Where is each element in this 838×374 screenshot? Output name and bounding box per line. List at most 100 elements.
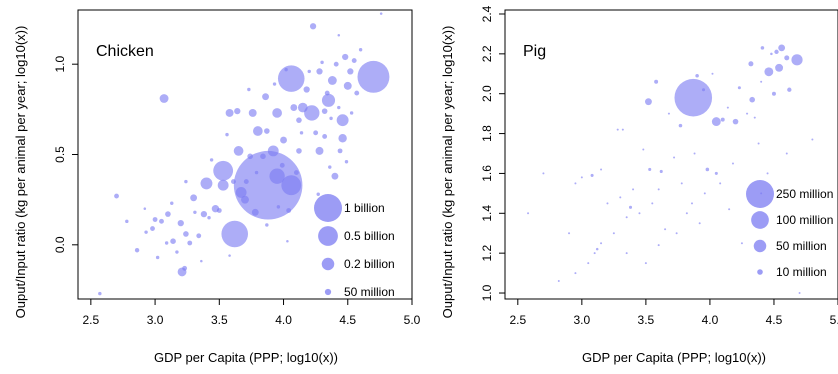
data-bubble bbox=[327, 76, 337, 85]
data-bubble bbox=[680, 182, 683, 185]
data-bubble bbox=[200, 259, 203, 263]
data-bubble bbox=[297, 102, 308, 113]
data-bubble bbox=[293, 170, 299, 175]
data-bubble bbox=[705, 167, 710, 172]
data-bubble bbox=[778, 44, 786, 52]
x-tick-label: 3.0 bbox=[574, 313, 591, 327]
data-bubble bbox=[357, 60, 390, 93]
data-bubble bbox=[200, 210, 208, 218]
x-tick-label: 4.0 bbox=[702, 313, 719, 327]
data-bubble bbox=[606, 202, 609, 205]
data-bubble bbox=[703, 192, 706, 195]
data-bubble bbox=[714, 171, 718, 175]
data-bubble bbox=[664, 228, 667, 231]
data-bubble bbox=[262, 93, 269, 101]
data-bubble bbox=[595, 247, 599, 251]
data-bubble bbox=[272, 108, 282, 118]
data-bubble bbox=[114, 193, 119, 199]
data-bubble bbox=[695, 74, 699, 78]
legend-bubble bbox=[324, 288, 332, 296]
data-bubble bbox=[284, 67, 288, 72]
y-tick-label: 1.4 bbox=[480, 205, 494, 222]
data-bubble bbox=[760, 80, 763, 83]
data-bubble bbox=[771, 91, 776, 96]
legend-bubble bbox=[314, 194, 342, 222]
data-bubble bbox=[175, 250, 179, 254]
data-bubble bbox=[309, 23, 317, 30]
legend-label: 1 billion bbox=[344, 201, 385, 215]
data-bubble bbox=[159, 94, 169, 103]
x-tick-label: 3.5 bbox=[638, 313, 655, 327]
data-bubble bbox=[303, 86, 310, 93]
data-bubble bbox=[134, 248, 140, 253]
pig-panel: 2.5 3.0 3.5 4.0 4.5 5.0 1.0 1.2 1.4 1.6 1.8 2.0 2.2 2… bbox=[480, 5, 838, 327]
data-bubble bbox=[354, 90, 360, 96]
data-bubble bbox=[251, 208, 259, 216]
data-bubble bbox=[358, 48, 363, 52]
data-bubble bbox=[286, 239, 289, 243]
data-bubble bbox=[159, 218, 164, 224]
data-bubble bbox=[190, 194, 198, 202]
legend-label: 100 million bbox=[776, 213, 833, 227]
legend-label: 250 million bbox=[776, 187, 833, 201]
data-bubble bbox=[276, 205, 281, 209]
data-bubble bbox=[659, 169, 663, 173]
data-bubble bbox=[337, 148, 343, 154]
legend-bubble bbox=[753, 239, 767, 253]
chicken-panel: 2.5 3.0 3.5 4.0 4.5 5.0 0.0 0.5 1.0 Chicken 1 bill… bbox=[53, 9, 421, 327]
data-bubble bbox=[351, 58, 357, 63]
data-bubble bbox=[675, 232, 678, 235]
data-bubble bbox=[321, 108, 328, 114]
y-tick-label: 2.0 bbox=[480, 85, 494, 102]
data-bubble bbox=[711, 72, 714, 75]
legend-bubble bbox=[321, 257, 335, 271]
data-bubble bbox=[225, 132, 229, 137]
data-bubble bbox=[621, 128, 624, 131]
data-bubble bbox=[170, 201, 174, 205]
data-bubble bbox=[642, 148, 645, 151]
data-bubble bbox=[209, 158, 214, 162]
data-bubble bbox=[648, 167, 652, 171]
data-bubble bbox=[216, 208, 222, 213]
data-bubble bbox=[264, 128, 270, 134]
panel-label: Chicken bbox=[96, 43, 154, 60]
data-bubble bbox=[313, 130, 319, 136]
data-bubble bbox=[265, 223, 269, 227]
data-bubble bbox=[791, 54, 803, 66]
data-bubble bbox=[260, 153, 266, 160]
data-bubble bbox=[774, 49, 779, 55]
data-bubble bbox=[667, 112, 670, 115]
data-bubble bbox=[184, 179, 188, 184]
data-bubble bbox=[155, 255, 160, 260]
data-bubble bbox=[333, 61, 339, 67]
data-bubble bbox=[316, 68, 323, 75]
data-bubble bbox=[217, 179, 229, 191]
data-bubble bbox=[787, 87, 792, 92]
x-tick-label: 3.5 bbox=[211, 313, 228, 327]
y-tick-label: 1.8 bbox=[480, 125, 494, 142]
data-bubble bbox=[329, 116, 333, 121]
data-bubble bbox=[336, 114, 349, 127]
y-tick-label: 2.4 bbox=[480, 5, 494, 22]
data-bubble bbox=[625, 252, 628, 255]
data-bubble bbox=[568, 232, 571, 235]
data-bubble bbox=[247, 87, 251, 92]
x-tick-label: 4.5 bbox=[339, 313, 356, 327]
plot-frame bbox=[504, 9, 838, 300]
y-tick-label: 1.6 bbox=[480, 165, 494, 182]
data-bubble bbox=[337, 34, 341, 37]
legend-bubble bbox=[757, 269, 763, 275]
y-tick-label: 1.0 bbox=[480, 284, 494, 301]
y-tick-label: 1.2 bbox=[480, 244, 494, 261]
data-bubble bbox=[337, 105, 341, 110]
data-bubble bbox=[225, 108, 234, 117]
data-bubble bbox=[737, 86, 741, 90]
data-bubble bbox=[811, 138, 814, 141]
data-bubble bbox=[98, 291, 102, 296]
data-bubble bbox=[557, 280, 560, 283]
data-bubble bbox=[701, 88, 706, 92]
data-bubble bbox=[272, 82, 277, 86]
data-bubble bbox=[678, 123, 683, 128]
